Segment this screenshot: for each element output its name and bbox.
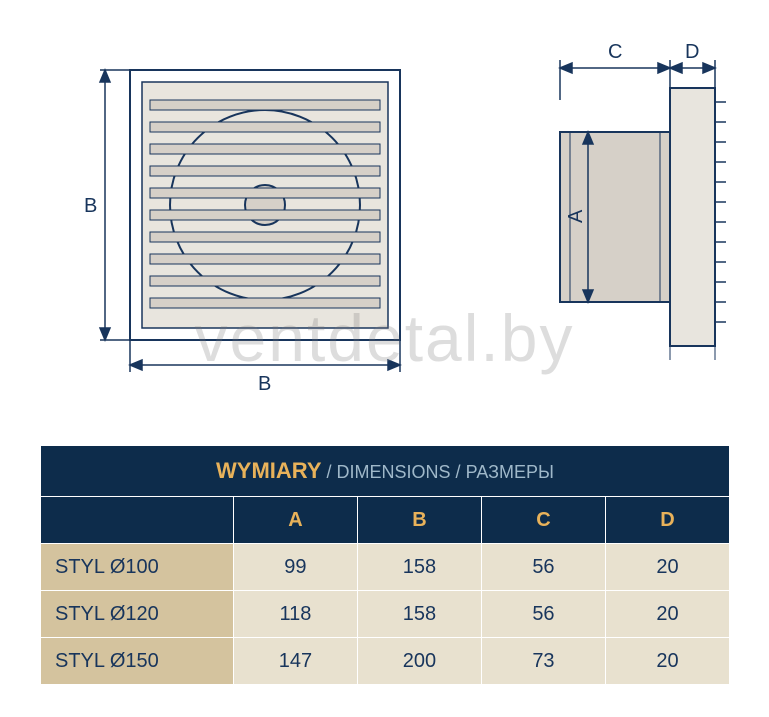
cell: 56 bbox=[481, 544, 605, 591]
front-view: B bbox=[60, 40, 420, 400]
col-D: D bbox=[605, 497, 729, 544]
title-main: WYMIARY bbox=[216, 458, 322, 483]
dimensions-table: WYMIARY / DIMENSIONS / РАЗМЕРЫ A B C D S… bbox=[40, 445, 730, 685]
dim-label-B-v: B bbox=[84, 195, 97, 217]
table-row: STYL Ø100 99 158 56 20 bbox=[41, 544, 730, 591]
dim-label-C: C bbox=[608, 41, 622, 63]
row-label: STYL Ø120 bbox=[41, 591, 234, 638]
cell: 200 bbox=[357, 638, 481, 685]
cell: 56 bbox=[481, 591, 605, 638]
table-row: STYL Ø120 118 158 56 20 bbox=[41, 591, 730, 638]
cell: 73 bbox=[481, 638, 605, 685]
table-title-row: WYMIARY / DIMENSIONS / РАЗМЕРЫ bbox=[41, 446, 730, 497]
cell: 20 bbox=[605, 544, 729, 591]
cell: 20 bbox=[605, 591, 729, 638]
title-sep: / bbox=[322, 462, 337, 482]
col-B: B bbox=[357, 497, 481, 544]
cell: 20 bbox=[605, 638, 729, 685]
row-label: STYL Ø100 bbox=[41, 544, 234, 591]
header-blank bbox=[41, 497, 234, 544]
title-sep: / bbox=[451, 462, 466, 482]
title-dims: DIMENSIONS bbox=[337, 462, 451, 482]
diagram-area: B bbox=[0, 0, 769, 430]
cell: 158 bbox=[357, 591, 481, 638]
cell: 118 bbox=[233, 591, 357, 638]
title-ru: РАЗМЕРЫ bbox=[466, 462, 554, 482]
col-C: C bbox=[481, 497, 605, 544]
cell: 147 bbox=[233, 638, 357, 685]
dim-label-A: A bbox=[565, 209, 587, 223]
dim-label-D: D bbox=[685, 41, 699, 63]
side-view: C D bbox=[520, 40, 740, 400]
row-label: STYL Ø150 bbox=[41, 638, 234, 685]
table-header-row: A B C D bbox=[41, 497, 730, 544]
cell: 158 bbox=[357, 544, 481, 591]
dim-label-B-h: B bbox=[258, 373, 271, 395]
col-A: A bbox=[233, 497, 357, 544]
cell: 99 bbox=[233, 544, 357, 591]
table-row: STYL Ø150 147 200 73 20 bbox=[41, 638, 730, 685]
